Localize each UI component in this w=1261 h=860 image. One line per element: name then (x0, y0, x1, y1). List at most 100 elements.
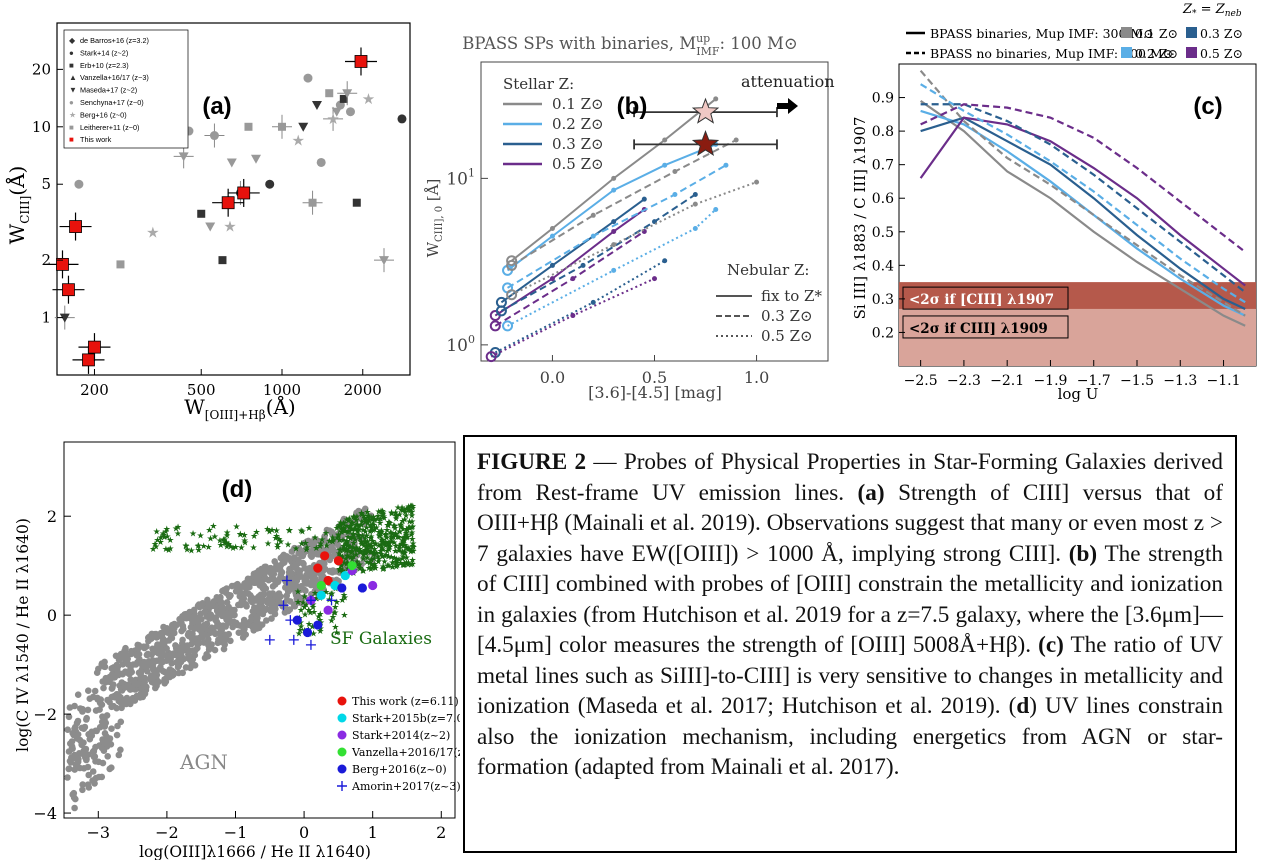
sf-galaxy-point: ★ (265, 528, 273, 538)
sf-galaxy-point: ★ (370, 525, 378, 535)
sf-galaxy-point: ★ (318, 536, 326, 546)
agn-point (340, 515, 348, 523)
sf-galaxy-point: ★ (356, 561, 364, 571)
sf-galaxy-point: ★ (305, 606, 313, 616)
agn-point (117, 652, 124, 660)
model-point (754, 179, 760, 185)
agn-point (94, 694, 101, 702)
sf-galaxy-point: ★ (379, 510, 387, 520)
sf-galaxy-point: ★ (397, 521, 405, 531)
sf-galaxy-point: ★ (166, 536, 174, 546)
agn-point (184, 654, 192, 662)
sf-galaxy-point: ★ (389, 533, 397, 543)
sf-galaxy-point: ★ (162, 528, 170, 538)
x-tick-label: −3 (87, 823, 111, 842)
sf-galaxy-point: ★ (187, 547, 195, 557)
galaxy-star-icon (691, 129, 720, 157)
sf-galaxy-point: ★ (402, 558, 410, 568)
sf-galaxy-point: ★ (336, 551, 344, 561)
sf-galaxy-point: ★ (174, 529, 182, 539)
panel-a-ylabel: WCIII](Å) (4, 166, 32, 245)
sf-galaxy-point: ★ (225, 540, 233, 550)
caption-intro: — Probes of Physical Properties in Star-… (477, 449, 1223, 506)
sf-galaxy-point: ★ (353, 544, 361, 554)
sf-galaxy-point: ★ (380, 513, 388, 523)
data-point (250, 154, 261, 164)
sf-galaxy-point: ★ (233, 522, 241, 532)
agn-point (171, 629, 178, 637)
agn-point (145, 637, 152, 645)
legend-entry: BPASS no binaries, Mup IMF: 100 M⊙ (930, 46, 1173, 61)
sf-galaxy-point: ★ (295, 629, 303, 639)
legend-entry: fix to Z* (761, 287, 822, 305)
sf-galaxy-point: ★ (344, 547, 352, 557)
x-tick-label: 200 (80, 381, 109, 399)
sf-galaxy-point: ★ (377, 547, 385, 557)
sf-galaxy-point: ★ (379, 565, 387, 575)
sf-galaxy-point: ★ (401, 559, 409, 569)
sf-galaxy-point: ★ (404, 560, 412, 570)
sf-galaxy-point: ★ (165, 546, 173, 556)
sf-galaxy-point: ★ (344, 533, 352, 543)
agn-point (81, 723, 89, 731)
model-point (641, 196, 647, 202)
agn-point (164, 628, 172, 636)
caption-d-label: d (1016, 693, 1030, 719)
sf-galaxy-point: ★ (336, 519, 344, 529)
sf-galaxy-point: ★ (339, 536, 347, 546)
legend-entry: Stark+2015b(z=7.045) (352, 712, 460, 725)
sf-galaxy-point: ★ (388, 529, 396, 539)
data-point (197, 209, 206, 218)
agn-point (235, 629, 243, 636)
sf-galaxy-point: ★ (343, 545, 351, 555)
sf-galaxy-point: ★ (367, 534, 375, 544)
x-tick-label: −2 (155, 823, 179, 842)
observation-point (292, 615, 302, 625)
sf-galaxy-point: ★ (351, 545, 359, 555)
model-point (723, 162, 729, 168)
sf-galaxy-point: ★ (333, 598, 341, 608)
sf-galaxy-point: ★ (361, 534, 369, 544)
agn-point (118, 704, 125, 712)
model-line-blue2-dashed (500, 193, 696, 312)
data-point (311, 101, 322, 111)
agn-point (204, 596, 211, 604)
sf-galaxy-point: ★ (209, 522, 217, 532)
agn-point (371, 551, 378, 559)
data-point (74, 179, 84, 189)
sf-galaxy-point: ★ (296, 619, 304, 629)
agn-point (252, 578, 260, 585)
agn-point (338, 524, 346, 531)
agn-point (208, 624, 215, 631)
sf-galaxy-point: ★ (333, 524, 341, 534)
agn-point (84, 706, 92, 714)
sf-galaxy-point: ★ (399, 517, 407, 527)
sf-galaxy-point: ★ (370, 551, 378, 561)
sf-galaxy-point: ★ (354, 561, 362, 571)
agn-point (283, 592, 291, 599)
caption-d-text: ) UV lines constrain also the ionization… (477, 693, 1223, 780)
sf-galaxy-point: ★ (375, 528, 383, 538)
sf-galaxy-point: ★ (349, 553, 357, 563)
sf-galaxy-point: ★ (370, 562, 378, 572)
sf-galaxy-point: ★ (387, 538, 395, 548)
sf-galaxy-point: ★ (299, 599, 307, 609)
sf-galaxy-point: ★ (357, 521, 365, 531)
sf-galaxy-point: ★ (305, 524, 313, 534)
sf-galaxy-point: ★ (403, 525, 411, 535)
data-point (178, 152, 189, 162)
amorin-point (264, 634, 275, 645)
sf-galaxy-point: ★ (356, 565, 364, 575)
sf-galaxy-point: ★ (182, 542, 190, 552)
sf-galaxy-point: ★ (352, 550, 360, 560)
legend-marker (337, 747, 347, 757)
sf-galaxy-point: ★ (223, 539, 231, 549)
sf-galaxy-point: ★ (387, 534, 395, 544)
this-work-point (69, 220, 82, 233)
sf-galaxy-point: ★ (384, 562, 392, 572)
agn-point (144, 650, 152, 658)
sf-galaxy-point: ★ (403, 505, 411, 515)
sf-galaxy-point: ★ (356, 564, 364, 574)
legend-entry: 0.2 Z⊙ (1135, 46, 1178, 61)
sf-galaxy-point: ★ (227, 542, 235, 552)
